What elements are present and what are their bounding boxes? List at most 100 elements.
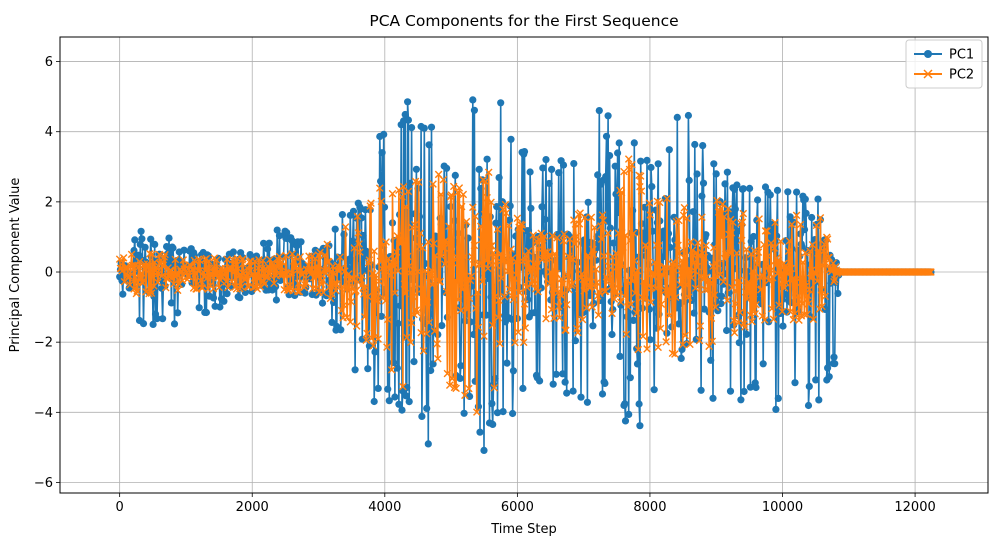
data-point-pc2 bbox=[360, 290, 368, 298]
data-point-pc1 bbox=[331, 225, 339, 233]
data-point-pc1 bbox=[697, 386, 705, 394]
data-point-pc2 bbox=[729, 218, 737, 227]
data-point-pc1 bbox=[577, 393, 585, 401]
data-point-pc2 bbox=[347, 297, 355, 306]
data-point-pc1 bbox=[699, 142, 707, 150]
data-point-pc2 bbox=[600, 252, 608, 260]
data-point-pc1 bbox=[380, 203, 389, 211]
data-point-pc2 bbox=[775, 301, 783, 309]
data-point-pc2 bbox=[637, 187, 646, 195]
data-point-pc2 bbox=[567, 281, 576, 290]
x-tick-label: 12000 bbox=[894, 500, 935, 515]
data-point-pc2 bbox=[767, 239, 775, 247]
data-point-pc2 bbox=[558, 291, 566, 300]
data-point-pc1 bbox=[427, 366, 435, 375]
data-point-pc1 bbox=[808, 213, 816, 222]
data-point-pc2 bbox=[586, 282, 595, 291]
data-point-pc2 bbox=[691, 284, 700, 293]
data-point-pc1 bbox=[714, 307, 722, 315]
data-point-pc2 bbox=[441, 260, 449, 268]
data-point-pc2 bbox=[154, 278, 162, 287]
data-point-pc1 bbox=[589, 322, 597, 330]
data-point-pc2 bbox=[418, 244, 427, 252]
data-point-pc1 bbox=[630, 139, 638, 147]
x-tick-label: 6000 bbox=[501, 500, 534, 515]
data-point-pc2 bbox=[504, 267, 512, 275]
data-point-pc2 bbox=[354, 229, 363, 237]
data-point-pc1 bbox=[377, 312, 385, 320]
data-point-pc1 bbox=[606, 224, 615, 232]
data-point-pc2 bbox=[830, 277, 838, 286]
data-point-pc2 bbox=[355, 240, 363, 248]
data-point-pc2 bbox=[555, 313, 564, 322]
data-point-pc1 bbox=[611, 162, 619, 170]
data-point-pc2 bbox=[301, 278, 310, 287]
data-point-pc1 bbox=[364, 365, 372, 373]
data-point-pc1 bbox=[425, 141, 433, 149]
data-point-pc2 bbox=[407, 318, 416, 327]
data-point-pc1 bbox=[765, 318, 773, 326]
y-tick-label: 2 bbox=[45, 195, 53, 210]
data-point-pc2 bbox=[701, 285, 709, 294]
data-point-pc2 bbox=[209, 284, 218, 293]
data-point-pc1 bbox=[774, 394, 782, 402]
data-point-pc2 bbox=[562, 326, 570, 335]
data-point-pc2 bbox=[627, 300, 635, 309]
data-point-pc2 bbox=[224, 283, 232, 292]
data-point-pc2 bbox=[201, 267, 210, 275]
data-point-pc2 bbox=[455, 184, 464, 192]
data-point-pc2 bbox=[681, 331, 690, 340]
data-point-pc2 bbox=[693, 262, 701, 271]
data-point-pc2 bbox=[636, 182, 644, 191]
data-point-pc2 bbox=[625, 165, 634, 174]
data-point-pc2 bbox=[501, 200, 510, 209]
data-point-pc1 bbox=[405, 398, 413, 406]
data-point-pc2 bbox=[611, 287, 620, 296]
data-point-pc1 bbox=[345, 255, 354, 263]
data-point-pc2 bbox=[786, 307, 794, 316]
data-point-pc2 bbox=[352, 322, 361, 330]
data-point-pc2 bbox=[778, 307, 787, 316]
data-point-pc2 bbox=[651, 258, 659, 267]
data-point-pc1 bbox=[456, 374, 464, 382]
data-point-pc2 bbox=[505, 285, 514, 293]
data-point-pc2 bbox=[143, 260, 152, 268]
data-point-pc2 bbox=[687, 274, 696, 282]
data-point-pc2 bbox=[381, 297, 390, 305]
data-point-pc1 bbox=[527, 204, 535, 212]
data-point-pc2 bbox=[147, 289, 156, 298]
data-point-pc2 bbox=[791, 309, 799, 318]
data-point-pc2 bbox=[652, 241, 661, 249]
data-point-pc2 bbox=[684, 293, 693, 302]
data-point-pc2 bbox=[416, 229, 425, 237]
data-point-pc1 bbox=[264, 245, 272, 253]
data-point-pc2 bbox=[589, 250, 598, 259]
data-point-pc1 bbox=[174, 309, 182, 317]
data-point-pc2 bbox=[519, 257, 527, 265]
data-point-pc2 bbox=[336, 253, 344, 261]
data-point-pc2 bbox=[632, 309, 641, 318]
data-point-pc2 bbox=[259, 256, 267, 265]
data-point-pc2 bbox=[394, 267, 402, 275]
data-point-pc2 bbox=[706, 279, 715, 288]
data-point-pc2 bbox=[749, 306, 758, 314]
data-point-pc2 bbox=[760, 316, 769, 324]
data-point-pc2 bbox=[473, 408, 481, 416]
data-point-pc1 bbox=[216, 303, 224, 311]
data-point-pc1 bbox=[699, 179, 708, 187]
data-point-pc2 bbox=[410, 220, 419, 229]
data-point-pc2 bbox=[502, 209, 511, 217]
data-point-pc1 bbox=[508, 409, 517, 418]
x-tick-label: 0 bbox=[116, 500, 124, 515]
data-point-pc2 bbox=[457, 306, 465, 315]
data-point-pc2 bbox=[604, 229, 612, 237]
data-point-pc1 bbox=[141, 243, 149, 251]
data-point-pc1 bbox=[457, 362, 465, 370]
data-point-pc1 bbox=[520, 148, 529, 156]
data-point-pc2 bbox=[360, 312, 369, 321]
data-point-pc1 bbox=[604, 112, 612, 120]
data-point-pc1 bbox=[608, 330, 616, 339]
data-point-pc2 bbox=[485, 259, 494, 267]
data-point-pc1 bbox=[643, 156, 651, 164]
data-point-pc2 bbox=[620, 292, 629, 301]
